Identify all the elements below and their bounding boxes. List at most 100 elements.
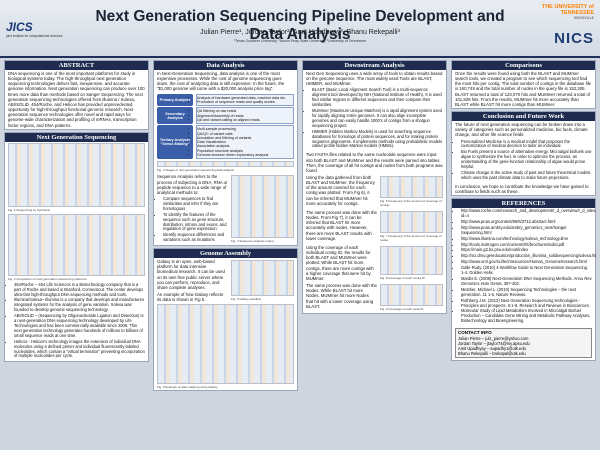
logo-text: JICS (6, 20, 33, 34)
bullet-item: Galle Rudy. (2010) 4-Workflow Guide to N… (461, 265, 592, 276)
paragraph: Once the results were found using both t… (455, 71, 592, 107)
section-heading: REFERENCES (452, 199, 595, 209)
authors: Julian Pierre¹, Jordan Taylor², Amit Upa… (200, 29, 400, 36)
stage-item: Association analysis (197, 144, 293, 148)
stage-item: Production of sequence reads and quality… (197, 100, 293, 104)
stage-item: Annotation and filtering of variants (197, 136, 293, 140)
paragraph: Sequence Analysis refers to the process … (157, 174, 228, 195)
figure-image (380, 245, 443, 276)
header: JICS joint institute for computational s… (0, 0, 600, 58)
title: Next Generation Sequencing Pipeline Deve… (95, 8, 505, 43)
logo-subtext: joint institute for computational scienc… (6, 34, 63, 38)
stage-box: Secondary Analysis (157, 107, 193, 125)
section-heading: Next Generation Sequencing (5, 132, 148, 142)
bullet-item: 454/Roche – 454 Life Sciences is a Biote… (14, 282, 145, 298)
diagram-row: Primary Analysis Analysis of hardware gen… (157, 93, 294, 107)
diagram-row: Tertiary Analysis "Sense-Making"Multi-sa… (157, 125, 294, 160)
paragraph: Galaxy is an open, web-based platform fo… (157, 259, 225, 290)
bullet-item: http://www.ornl.gov/sci/techresources/Hu… (461, 259, 592, 265)
bullet-item: ABI/SOLiD – (Sequencing by Oligonucleoti… (14, 313, 145, 339)
column: ABSTRACT DNA sequencing is one of the mos… (4, 60, 149, 446)
stage-item: Data Visualization (197, 140, 293, 144)
affiliation: ¹Texas Southern University, ²Austin Peay… (233, 39, 367, 43)
bullet-item: Illumina/Solexa– Illumina is a company t… (14, 298, 145, 313)
logo-text: THE UNIVERSITY of TENNESSEE (541, 4, 594, 16)
paragraph: The same process was done with the Nodes… (306, 209, 377, 241)
section-heading: Comparisons (452, 61, 595, 70)
bullet-item: http://www.pnas.ambry.edu/ambry_genomics… (461, 225, 592, 236)
text-with-figure: Galaxy is an open, web-based platform fo… (154, 258, 297, 303)
bullet-item: Compare sequences to find similarities a… (163, 196, 228, 212)
paragraph: In Next-Generation Sequencing, data anal… (157, 71, 285, 92)
figure: Fig. 5 Example of data mapping using Gal… (154, 303, 297, 390)
section-heading: Data Analysis (154, 61, 297, 70)
figure-image (157, 304, 294, 385)
section: Data Analysis In Next-Generation Sequenci… (153, 60, 298, 247)
logo-right: THE UNIVERSITY of TENNESSEE KNOXVILLE NI… (524, 4, 594, 47)
section: ABSTRACT DNA sequencing is one of the mos… (4, 60, 149, 130)
bullet-list: http://www.roche.com/research_and_develo… (452, 208, 596, 326)
logo-text: NICS (554, 30, 594, 47)
figure-caption: Fig. 8 Coverage of each contig ID (380, 276, 425, 281)
contact-line: Jordan Taylor – jtaylor74@my.apsu.edu (458, 341, 530, 347)
figure-caption: Fig. 7 Frequency of the amount of covera… (380, 233, 442, 242)
text-part: Using the coverage of each individual co… (303, 244, 380, 282)
text-part: The same process was done with the Nodes… (303, 209, 380, 244)
text-with-figure: The same process was done with the Nodes… (303, 209, 446, 244)
bullet-item: MUMmer (Maximum Unique Matches) is a rap… (312, 108, 443, 129)
figure-image (231, 260, 294, 297)
bullet-item: http://tools.invitrogen.com/content/sfs/… (461, 242, 592, 248)
figure-image (231, 175, 294, 239)
contact-box: CONTACT INFO Julian Pierre – julz_pierre@… (455, 328, 592, 358)
section-heading: Conclusion and Future Work (452, 112, 595, 122)
bullet-item: Mardis E. (2008) Next-Generation DNA Seq… (461, 276, 592, 287)
bullet-item: Metzker, Michael L. (2010) Sequencing Te… (461, 287, 592, 298)
bullet-item: Identify sequence differences and variat… (163, 232, 228, 243)
section-heading: Downstream Analysis (303, 61, 446, 70)
figure-image (380, 175, 443, 198)
text-with-figure: Sequence Analysis refers to the process … (154, 173, 297, 245)
stage-item: Genome-browser driven exploratory analys… (197, 153, 293, 157)
figure: Fig. 8 Coverage of each contig ID (380, 244, 446, 282)
bullet-item: http://www.roche.com/research_and_develo… (461, 208, 596, 219)
figure-image (8, 142, 145, 207)
stage-item: Analysis of hardware generated data, mac… (197, 96, 293, 100)
stage-items: Multi-sample processingQA/QC of variant … (196, 125, 294, 160)
figure-caption: Fig. 1 Sequencing by Synthesis (8, 207, 51, 212)
bullet-item: http://sci.dmu.ge/education/production_i… (461, 253, 596, 259)
contact-line: Bhanu Rekepalli – brekapal@utk.edu (458, 351, 526, 357)
paragraph: Using the coverage of each individual co… (306, 244, 374, 281)
diagram-row: Secondary Analysis QA filtering on raw re… (157, 107, 294, 125)
paragraph: Next Gen Sequencing uses a wide array of… (306, 71, 443, 87)
contact-heading: CONTACT INFO (458, 330, 492, 336)
bullet-item: Bio Fuels present a source of alternativ… (461, 149, 592, 170)
stage-item: Population structure analysis (197, 149, 293, 153)
stage-box: Primary Analysis (157, 93, 193, 107)
figure-caption: Fig. 6 Frequency of the amount of covera… (380, 198, 442, 207)
figure-image (380, 210, 443, 233)
stage-item: QA and variant calling on aligned reads (197, 118, 293, 122)
text-part: Using the data gathered from both BLAST … (303, 174, 380, 209)
figure-caption: Fig. 5 Example of data mapping using Gal… (157, 385, 218, 390)
bullet-item: HMMER (Hidden Markov Models) is used for… (312, 129, 443, 150)
section: Comparisons Once the results were found u… (451, 60, 596, 110)
bullet-item: Helicos - Helicos's technology images th… (14, 339, 145, 360)
bullet-item: Molecular Study of Lipid Metabolism Invo… (461, 309, 592, 324)
section-heading: ABSTRACT (5, 61, 148, 70)
figure-caption: Fig. 5 Galaxy workflow (231, 297, 262, 302)
bullet-item: Personalized Medicine is a medical model… (461, 139, 592, 150)
paragraph: In conclusion, we hope to contribute the… (455, 183, 589, 194)
figure-image (157, 161, 294, 168)
figure-image (8, 213, 145, 276)
section: Downstream Analysis Next Gen Sequencing u… (302, 60, 447, 315)
text-part: The same process was done with the Nodes… (303, 282, 380, 313)
paragraph: Two FASTA files related to the same nucl… (306, 152, 443, 173)
contact-line: Julian Pierre – julz_pierre@yahoo.com (458, 336, 529, 342)
stage-item: QA/QC of variant calls (197, 132, 293, 136)
figure: Fig. 3 Stages of next generation sequenc… (154, 160, 297, 173)
section: Conclusion and Future Work The future of … (451, 111, 596, 197)
stage-item: QA filtering on raw reads (197, 109, 293, 113)
bullet-item: http://www.illumina.com/technology/solex… (461, 236, 592, 242)
bullet-item: http://www.pnas.org/content/99/6/3712.ab… (461, 219, 592, 225)
